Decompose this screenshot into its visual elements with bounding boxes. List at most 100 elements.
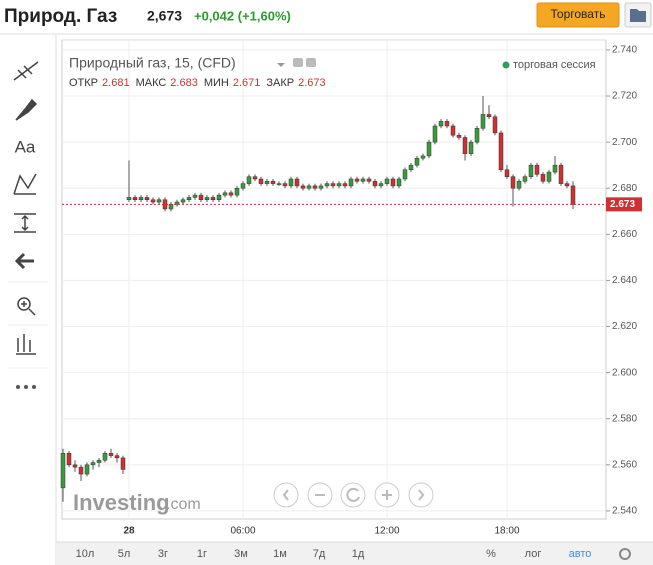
candle-body: [330, 183, 336, 187]
scroll-left[interactable]: [273, 482, 299, 508]
zoom-tool-plus: [21, 301, 36, 316]
y-tick-label: 2.740: [612, 45, 637, 56]
ohlc-value: 2.673: [298, 77, 326, 89]
candle-body: [354, 178, 360, 182]
range-button[interactable]: 1д: [352, 548, 365, 560]
auto-toggle[interactable]: авто: [569, 548, 592, 560]
candle-body: [372, 181, 378, 187]
candle-body: [240, 183, 246, 189]
range-button[interactable]: 1м: [273, 548, 287, 560]
candle-body: [204, 197, 210, 200]
candle-body: [570, 185, 576, 205]
candle-body: [156, 199, 162, 203]
candle-body: [294, 178, 300, 187]
candle-body: [480, 114, 486, 129]
ohlc-label: ЗАКР: [266, 77, 294, 89]
range-button[interactable]: 10л: [76, 548, 95, 560]
candle-body: [360, 178, 366, 182]
candle-body: [306, 185, 312, 189]
candle-body: [216, 194, 222, 200]
range-button[interactable]: 1г: [197, 548, 207, 560]
candle-body: [450, 125, 456, 136]
candle-body: [60, 453, 66, 489]
candle-body: [318, 185, 324, 189]
candle-body: [342, 183, 348, 187]
percent-toggle[interactable]: %: [486, 548, 496, 560]
candle-body: [258, 178, 264, 184]
last-price-box: [606, 197, 642, 212]
candle-body: [168, 204, 174, 210]
pattern-tool[interactable]: [13, 173, 37, 195]
ohlc-label: МИН: [204, 77, 229, 89]
candle-body: [444, 121, 450, 127]
candle-body: [150, 199, 156, 203]
candle-body: [84, 464, 90, 475]
candle-body: [132, 197, 138, 200]
trade-button-label[interactable]: Торговать: [551, 7, 606, 21]
candle-body: [492, 116, 498, 134]
price: 2,673: [147, 8, 182, 24]
y-tick-label: 2.640: [612, 275, 637, 286]
indicator-tool[interactable]: [16, 334, 36, 355]
plot-area: [61, 39, 607, 520]
range-button[interactable]: 7д: [313, 548, 326, 560]
reset[interactable]: [340, 482, 366, 508]
candle-body: [210, 197, 216, 200]
candle-body: [246, 176, 252, 184]
range-button[interactable]: 5л: [118, 548, 131, 560]
x-tick-label: 28: [123, 526, 135, 537]
candle-body: [390, 178, 396, 187]
candle-body: [534, 164, 540, 175]
candle-body: [192, 194, 198, 198]
range-button[interactable]: 3м: [234, 548, 248, 560]
candle-body: [426, 141, 432, 157]
portfolio-icon: [630, 9, 646, 22]
candle-body: [420, 155, 426, 159]
candle-body: [186, 197, 192, 200]
bottom-bar: [56, 542, 653, 565]
y-tick-label: 2.580: [612, 413, 637, 424]
ohlc-value: 2.671: [233, 77, 261, 89]
candle-body: [72, 464, 78, 468]
candle-body: [474, 128, 480, 143]
log-toggle[interactable]: лог: [525, 548, 542, 560]
candle-body: [138, 197, 144, 200]
scroll-right[interactable]: [408, 482, 434, 508]
trade-button[interactable]: [536, 2, 620, 28]
text-tool[interactable]: Aa: [15, 137, 36, 156]
candle-body: [456, 134, 462, 138]
change: +0,042 (+1,60%): [194, 8, 291, 23]
candle-body: [504, 169, 510, 177]
candle-body: [432, 125, 438, 143]
candle-body: [222, 192, 228, 196]
watermark: Investing: [73, 490, 170, 515]
candle-body: [402, 169, 408, 180]
candle-body: [114, 455, 120, 459]
candle-body: [414, 158, 420, 166]
brush-tool[interactable]: [15, 98, 38, 121]
candle-body: [78, 466, 84, 475]
candle-body: [300, 185, 306, 189]
x-tick-label: 12:00: [374, 526, 399, 537]
candle-body: [558, 164, 564, 184]
candle-body: [66, 453, 72, 466]
candle-body: [366, 178, 372, 182]
candle-body: [108, 453, 114, 456]
zoom-tool[interactable]: [17, 297, 31, 311]
back-tool[interactable]: [14, 252, 34, 270]
candle-body: [324, 183, 330, 187]
candle-body: [174, 201, 180, 205]
settings[interactable]: [619, 548, 631, 560]
candle-body: [384, 178, 390, 184]
candle-body: [102, 453, 108, 461]
measure-tool[interactable]: [14, 213, 36, 233]
ohlc-value: 2.681: [102, 77, 130, 89]
candle-body: [270, 181, 276, 184]
trend-tool[interactable]: [13, 61, 39, 81]
candle-body: [126, 197, 132, 200]
range-button[interactable]: 3г: [158, 548, 168, 560]
y-tick-label: 2.540: [612, 506, 637, 517]
candle-body: [552, 164, 558, 173]
y-tick-label: 2.620: [612, 321, 637, 332]
